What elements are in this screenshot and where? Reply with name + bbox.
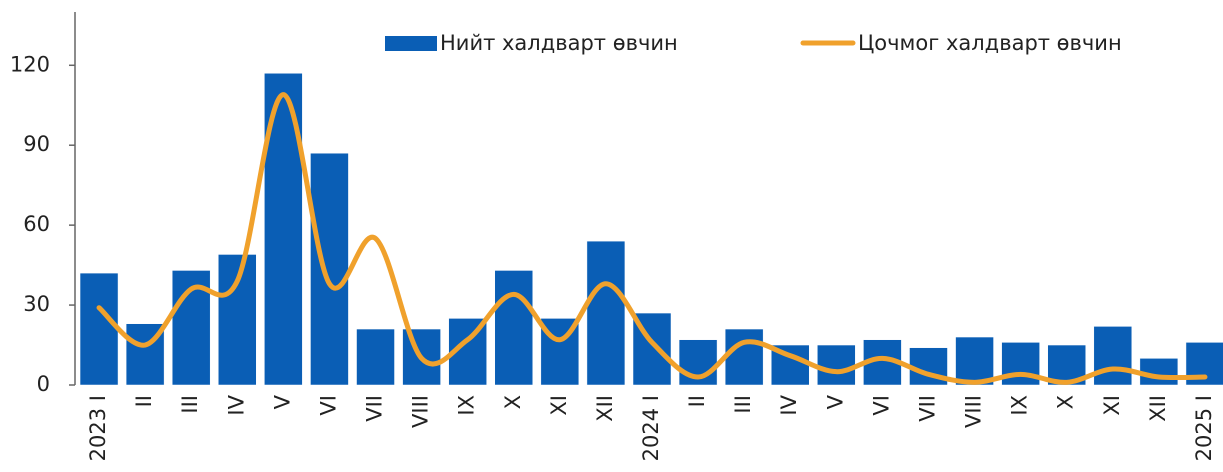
bar <box>1093 326 1133 386</box>
y-tick-label: 30 <box>23 292 50 316</box>
x-tick-label: 2024 I <box>639 395 663 461</box>
bar <box>356 328 395 386</box>
legend-label: Нийт халдварт өвчин <box>440 31 678 55</box>
x-tick-label: VI <box>316 395 340 416</box>
x-tick-label: VII <box>363 395 387 422</box>
legend-label: Цочмог халдварт өвчин <box>858 31 1122 55</box>
x-tick-label: 2023 I <box>86 395 110 461</box>
x-tick-label: IV <box>777 394 801 415</box>
x-tick-label: VII <box>915 395 939 422</box>
x-tick-label: II <box>132 395 156 407</box>
bar <box>218 254 257 386</box>
y-tick-label: 90 <box>23 132 50 156</box>
x-tick-label: X <box>501 395 525 409</box>
x-tick-label: IX <box>455 395 479 416</box>
bar <box>955 336 994 386</box>
x-tick-label: XI <box>1100 395 1124 416</box>
bar <box>494 270 534 386</box>
x-tick-label: III <box>731 395 755 414</box>
y-tick-label: 120 <box>10 52 50 76</box>
x-tick-label: V <box>270 394 294 409</box>
line <box>96 92 1208 385</box>
x-tick-label: XII <box>1146 395 1170 422</box>
x-tick-label: III <box>178 395 202 414</box>
bar <box>310 152 349 386</box>
bar <box>817 344 856 386</box>
y-tick-label: 0 <box>37 372 50 396</box>
bar <box>79 272 119 386</box>
x-tick-label: 2025 I <box>1192 395 1216 461</box>
y-tick-label: 60 <box>23 212 50 236</box>
x-tick-label: VI <box>869 395 893 416</box>
x-tick-label: VIII <box>962 395 986 428</box>
legend-swatch <box>385 36 437 51</box>
x-tick-label: VIII <box>409 395 433 428</box>
bar <box>724 328 764 386</box>
bar <box>1139 358 1179 386</box>
x-tick-label: IX <box>1008 395 1032 416</box>
x-tick-label: IV <box>224 394 248 415</box>
x-tick-label: XII <box>593 395 617 422</box>
bar <box>586 240 626 386</box>
x-tick-label: XI <box>547 395 571 416</box>
x-tick-label: V <box>823 394 847 409</box>
x-tick-label: X <box>1054 395 1078 409</box>
x-tick-label: II <box>685 395 709 407</box>
